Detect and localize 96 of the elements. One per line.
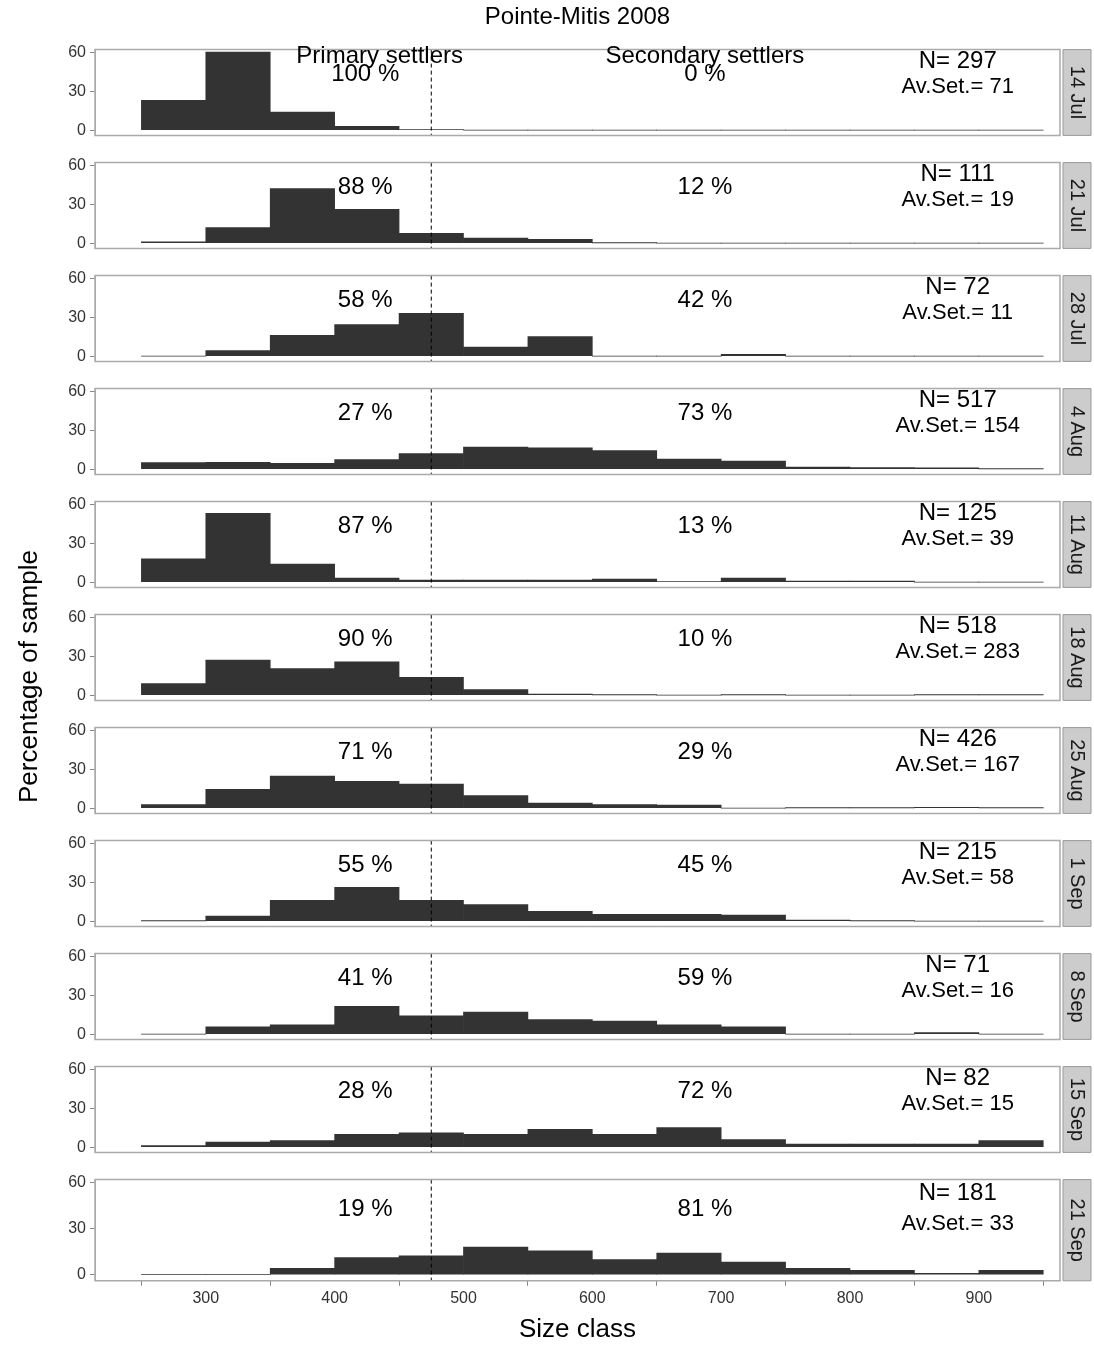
x-tick-label: 500 [450,1288,477,1306]
annotation: N= 215 [918,837,997,865]
annotation: 72 % [677,1076,733,1104]
text: 21 Jul [1067,178,1090,233]
annotation: Av.Set.= 16 [901,977,1014,1003]
annotation: N= 426 [918,724,997,752]
annotation: Av.Set.= 39 [901,525,1014,551]
annotation: 29 % [677,737,733,765]
annotation: 81 % [677,1193,733,1221]
y-axis-title: Percentage of sample [12,549,44,805]
annotation: N= 125 [918,498,997,526]
annotation: 13 % [677,511,733,539]
annotation: 45 % [677,850,733,878]
y-tick-label: 30 [68,1098,87,1116]
chart-title: Pointe-Mitis 2008 [483,2,672,30]
annotation: Av.Set.= 167 [895,751,1020,777]
x-tick-label: 600 [578,1288,606,1306]
annotation: 58 % [337,285,393,313]
annotation: Av.Set.= 33 [901,1210,1014,1236]
y-tick-label: 60 [68,268,87,286]
y-tick-label: 30 [68,194,87,212]
annotation: 42 % [677,285,733,313]
y-tick-label: 0 [77,1265,87,1283]
annotation: 59 % [677,963,733,991]
y-tick-label: 0 [77,798,87,816]
y-tick-label: 60 [68,607,87,625]
annotation: Av.Set.= 15 [901,1090,1014,1116]
annotation: 12 % [677,172,733,200]
x-tick-label: 900 [965,1288,993,1306]
y-tick-label: 30 [68,533,87,551]
y-tick-label: 60 [68,42,87,60]
text: 18 Aug [1067,626,1090,689]
annotation: 88 % [337,172,393,200]
annotation: 19 % [337,1193,393,1221]
annotation: N= 82 [925,1063,991,1091]
y-tick-label: 30 [68,872,87,890]
annotation: 87 % [337,511,393,539]
y-tick-label: 0 [77,1137,87,1155]
text: 25 Aug [1067,739,1090,802]
annotation: 73 % [677,398,733,426]
y-tick-label: 0 [77,572,87,590]
x-tick-label: 400 [321,1288,349,1306]
y-tick-label: 30 [68,420,87,438]
x-tick-label: 300 [192,1288,220,1306]
annotation: N= 297 [918,46,997,74]
annotation: Av.Set.= 154 [895,412,1020,438]
y-tick-label: 30 [68,81,87,99]
x-tick-label: 700 [707,1288,735,1306]
annotation: Av.Set.= 71 [901,73,1014,99]
annotation: Av.Set.= 11 [902,299,1014,325]
x-axis-title: Size class [517,1313,637,1344]
text: 11 Aug [1067,514,1090,575]
annotation: 10 % [677,624,733,652]
text: 4 Aug [1067,405,1090,458]
annotation: 27 % [337,398,393,426]
y-tick-label: 30 [68,985,87,1003]
y-tick-label: 30 [68,307,87,325]
annotation: Av.Set.= 19 [901,186,1014,212]
y-tick-label: 60 [68,1059,87,1077]
y-tick-label: 60 [68,381,87,399]
annotation: Av.Set.= 283 [895,638,1020,664]
annotation: N= 518 [918,611,997,639]
y-tick-label: 0 [77,120,87,138]
annotation: Av.Set.= 58 [901,864,1014,890]
y-tick-label: 30 [68,1219,87,1237]
annotation: N= 181 [918,1178,997,1206]
y-tick-label: 0 [77,1024,87,1042]
annotation: N= 72 [925,272,991,300]
text: 14 Jul [1067,65,1090,120]
text: 21 Sep [1067,1198,1090,1262]
annotation: 41 % [337,963,393,991]
y-tick-label: 60 [68,720,87,738]
y-tick-label: 0 [77,459,87,477]
y-tick-label: 30 [68,646,87,664]
y-tick-label: 60 [68,494,87,512]
y-tick-label: 0 [77,911,87,929]
text: 15 Sep [1067,1077,1090,1142]
y-tick-label: 60 [68,833,87,851]
y-tick-label: 30 [68,759,87,777]
annotation: N= 111 [920,159,995,187]
annotation: 55 % [337,850,393,878]
annotation: N= 71 [925,950,991,978]
y-tick-label: 0 [77,346,87,364]
annotation: 90 % [337,624,393,652]
y-tick-label: 0 [77,685,87,703]
text: 8 Sep [1067,970,1090,1023]
y-tick-label: 60 [68,946,87,964]
y-tick-label: 0 [77,233,87,251]
annotation: 71 % [337,737,393,765]
annotation: 28 % [337,1076,393,1104]
annotation: N= 517 [918,385,997,413]
text: 1 Sep [1067,857,1090,910]
y-tick-label: 60 [68,155,87,173]
x-tick-label: 800 [836,1288,864,1306]
y-tick-label: 60 [68,1173,87,1191]
text: 28 Jul [1067,291,1090,346]
